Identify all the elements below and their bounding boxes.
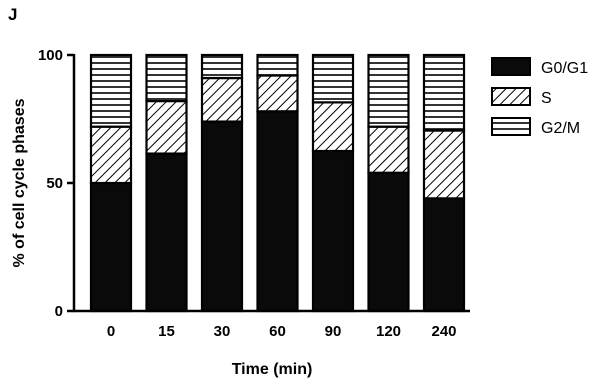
bar-segment-g2-m-240 (422, 53, 466, 132)
bars-group (89, 53, 466, 313)
x-tick-label-30: 30 (214, 323, 231, 340)
bar-segment-s-120 (367, 125, 410, 174)
y-axis-title: % of cell cycle phases (11, 98, 28, 267)
x-tick-label-90: 90 (325, 323, 342, 340)
bar-segment-g0-g1-240 (422, 197, 466, 313)
legend: G0/G1 S G2/M (491, 57, 588, 137)
bar-segment-g0-g1-0 (89, 181, 133, 313)
panel-letter: J (8, 5, 17, 24)
x-tick-label-15: 15 (158, 323, 175, 340)
x-tick-label-120: 120 (376, 323, 401, 340)
bar-segment-s-0 (89, 125, 133, 185)
legend-swatch-s (491, 87, 531, 106)
bar-segment-s-60 (256, 74, 299, 113)
x-tick-label-0: 0 (107, 323, 115, 340)
x-axis-title: Time (min) (232, 361, 313, 378)
legend-swatch-g0-g1 (491, 57, 531, 76)
legend-swatch-g2-m (491, 117, 531, 136)
bar-segment-g2-m-15 (145, 53, 188, 103)
bar-segment-g2-m-120 (367, 53, 410, 128)
bar-segment-g0-g1-60 (256, 110, 299, 313)
bar-segment-g0-g1-30 (200, 120, 244, 313)
y-tick-label-50: 50 (46, 175, 63, 192)
bar-segment-g0-g1-90 (311, 149, 355, 313)
y-tick-label-0: 0 (55, 303, 63, 320)
bar-segment-g2-m-30 (200, 53, 244, 80)
bar-segment-s-30 (200, 76, 244, 123)
bar-segment-s-240 (422, 129, 466, 200)
legend-label-g0-g1: G0/G1 (541, 60, 588, 77)
x-tick-label-240: 240 (431, 323, 456, 340)
bar-segment-g0-g1-120 (367, 171, 410, 313)
bar-segment-g2-m-90 (311, 53, 355, 104)
y-tick-label-100: 100 (38, 47, 63, 64)
x-tick-labels: 0 15 30 60 90 120 240 (107, 323, 457, 340)
legend-label-s: S (541, 90, 552, 107)
legend-label-g2-m: G2/M (541, 120, 580, 137)
bar-segment-s-15 (145, 99, 188, 155)
bar-segment-s-90 (311, 101, 355, 153)
y-tick-labels: 0 50 100 (38, 47, 74, 320)
bar-segment-g2-m-60 (256, 53, 299, 77)
bar-segment-g0-g1-15 (145, 152, 188, 313)
x-tick-label-60: 60 (269, 323, 286, 340)
bar-segment-g2-m-0 (89, 53, 133, 128)
